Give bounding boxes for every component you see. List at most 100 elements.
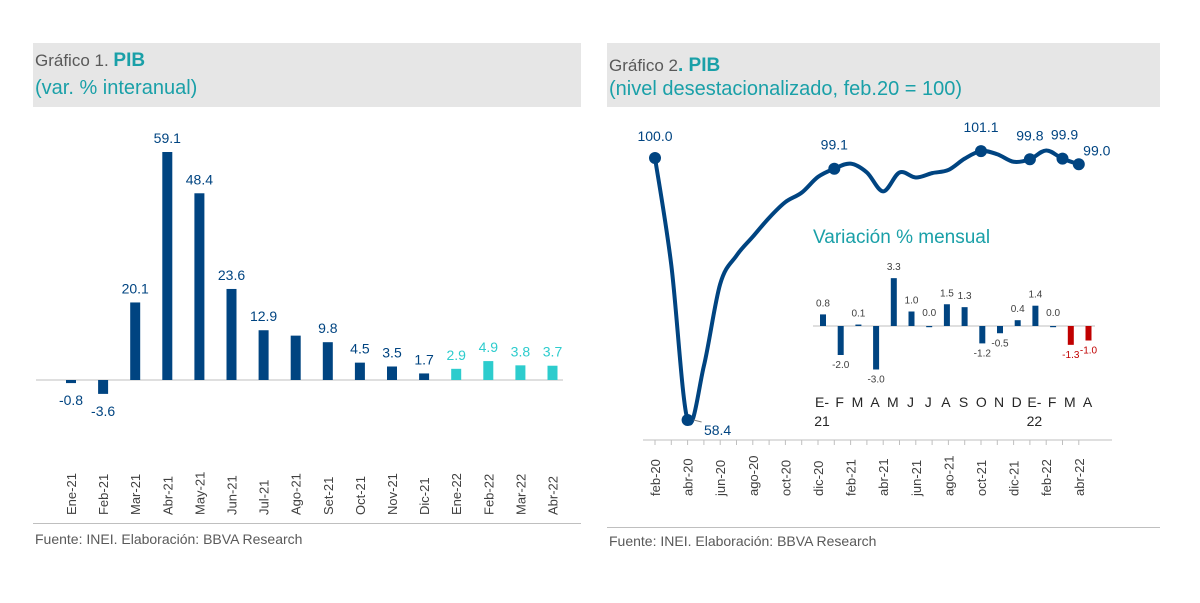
chart2-point-marker <box>1072 158 1085 171</box>
inset-data-label: -1.2 <box>974 348 992 359</box>
chart2-point-marker <box>828 162 841 175</box>
chart2-point-label: 100.0 <box>637 128 672 144</box>
chart1-bar <box>547 365 558 380</box>
chart1-bar <box>98 380 109 394</box>
chart1-x-tick-label: Feb-21 <box>96 474 111 515</box>
chart2-x-tick-label: abr-22 <box>1072 458 1087 496</box>
inset-data-label: 1.5 <box>940 288 954 299</box>
chart1-data-label: 1.7 <box>414 351 434 367</box>
inset-bar <box>908 311 915 326</box>
inset-data-label: 0.1 <box>851 309 865 320</box>
chart1-source: Fuente: INEI. Elaboración: BBVA Research <box>35 531 303 547</box>
chart1-bar <box>354 362 365 380</box>
chart1-x-tick-label: Dic-21 <box>417 477 432 515</box>
inset-x-tick-label: M <box>852 394 864 410</box>
inset-x-tick-label: S <box>959 394 968 410</box>
inset-bar <box>890 278 897 326</box>
chart1-bar <box>258 330 269 380</box>
inset-bar <box>961 307 968 326</box>
inset-bar <box>997 326 1003 334</box>
inset-x-tick-label: M <box>1064 394 1076 410</box>
chart1-data-label: 12.9 <box>250 308 277 324</box>
inset-bar <box>873 326 880 370</box>
chart1-title: Gráfico 1. PIB <box>35 50 145 72</box>
chart2-x-tick-label: abr-21 <box>876 458 891 496</box>
chart1-x-tick-label: Mar-21 <box>128 474 143 515</box>
chart1-bar <box>483 361 494 380</box>
chart1-data-label: 3.8 <box>511 343 531 359</box>
chart1-bar <box>419 373 430 380</box>
chart2-source-rule <box>607 527 1160 528</box>
chart2-title-bold: . PIB <box>677 55 721 76</box>
inset-x-tick-label: A <box>870 394 880 410</box>
chart2-x-tick-label: ago-21 <box>941 456 956 496</box>
chart2-label-leader <box>693 419 702 423</box>
inset-bar <box>1014 320 1021 326</box>
inset-x-tick-label: J <box>925 394 932 410</box>
chart2-point-label: 99.9 <box>1051 127 1078 143</box>
chart1-data-label: 4.5 <box>350 341 370 357</box>
chart1-data-label: 48.4 <box>186 171 213 187</box>
inset-x-tick-label: M <box>887 394 899 410</box>
chart1-x-tick-label: Jul-21 <box>257 480 272 515</box>
inset-data-label: 1.0 <box>905 296 919 307</box>
chart1-bar <box>451 368 462 380</box>
chart1-bar <box>226 288 237 380</box>
inset-data-label: -2.0 <box>832 360 850 371</box>
inset-bar <box>926 326 933 328</box>
inset-x-tick-label: N <box>994 394 1004 410</box>
chart2-x-tick-label: feb-22 <box>1039 459 1054 496</box>
chart2-title: Gráfico 2. PIB <box>609 55 720 77</box>
chart1-x-tick-label: Set-21 <box>321 477 336 515</box>
inset-x-tick-label: J <box>907 394 914 410</box>
chart1-x-tick-label: Ene-22 <box>449 473 464 515</box>
inset-bar <box>1050 326 1057 328</box>
chart1-bar <box>162 152 173 380</box>
chart1-data-label: 3.5 <box>382 344 402 360</box>
chart2-x-tick-label: oct-20 <box>778 460 793 496</box>
chart1-data-label: 59.1 <box>154 130 181 146</box>
chart1-x-tick-label: Abr-21 <box>160 476 175 515</box>
chart1-plot: -0.8 Ene-21 -3.6 Feb-21 20.1 Mar-21 59.1 Abr-21… <box>36 130 563 515</box>
chart1-bar <box>66 380 76 384</box>
chart1-x-tick-label: Nov-21 <box>385 473 400 515</box>
inset-x-tick-label: F <box>1048 394 1057 410</box>
inset-x-tick-label: O <box>976 394 987 410</box>
inset-data-label: 0.0 <box>1046 308 1060 319</box>
inset-data-label: -3.0 <box>867 375 885 386</box>
chart1-data-label: 2.9 <box>446 347 466 363</box>
chart2-point-label: 58.4 <box>704 422 731 438</box>
chart2-point-label: 101.1 <box>963 119 998 135</box>
inset-x-tick-label: A <box>941 394 951 410</box>
chart2-title-prefix: Gráfico 2 <box>609 56 678 75</box>
chart2-x-tick-label: dic-20 <box>811 461 826 496</box>
inset-data-label: 1.3 <box>958 291 972 302</box>
chart2-x-tick-label: jun-21 <box>909 460 924 497</box>
chart1-x-tick-label: Ago-21 <box>289 473 304 515</box>
chart1-x-tick-label: Abr-22 <box>546 476 561 515</box>
chart2-point-marker <box>1056 152 1069 165</box>
chart1-bar <box>515 365 526 380</box>
chart2-point-label: 99.0 <box>1083 142 1110 158</box>
inset-data-label: 3.3 <box>887 262 901 273</box>
chart1-data-label: 3.7 <box>543 344 563 360</box>
chart2-source: Fuente: INEI. Elaboración: BBVA Research <box>609 533 877 549</box>
chart2-header <box>607 43 1160 107</box>
chart1-x-tick-label: Oct-21 <box>353 476 368 515</box>
chart2-series-line <box>653 148 1081 426</box>
chart2-plot: feb-20 abr-20 jun-20 ago-20 oct-20 dic-20 feb-… <box>637 119 1112 497</box>
chart1-data-label: 20.1 <box>122 280 149 296</box>
inset-x-tick-label: E- <box>1027 394 1041 410</box>
chart2-point-marker <box>1023 153 1036 166</box>
chart1-data-label: -3.6 <box>91 403 115 419</box>
chart2-x-tick-label: ago-20 <box>746 456 761 496</box>
chart1-title-bold: PIB <box>113 50 146 71</box>
inset-x-tick-label: A <box>1083 394 1093 410</box>
chart1-bar <box>387 366 397 380</box>
inset-bar <box>837 326 844 355</box>
inset-data-label: -1.0 <box>1080 346 1098 357</box>
inset-bar <box>979 326 986 344</box>
inset-bar <box>1067 326 1074 345</box>
inset-bar <box>820 314 826 326</box>
inset-data-label: 1.4 <box>1028 290 1042 301</box>
